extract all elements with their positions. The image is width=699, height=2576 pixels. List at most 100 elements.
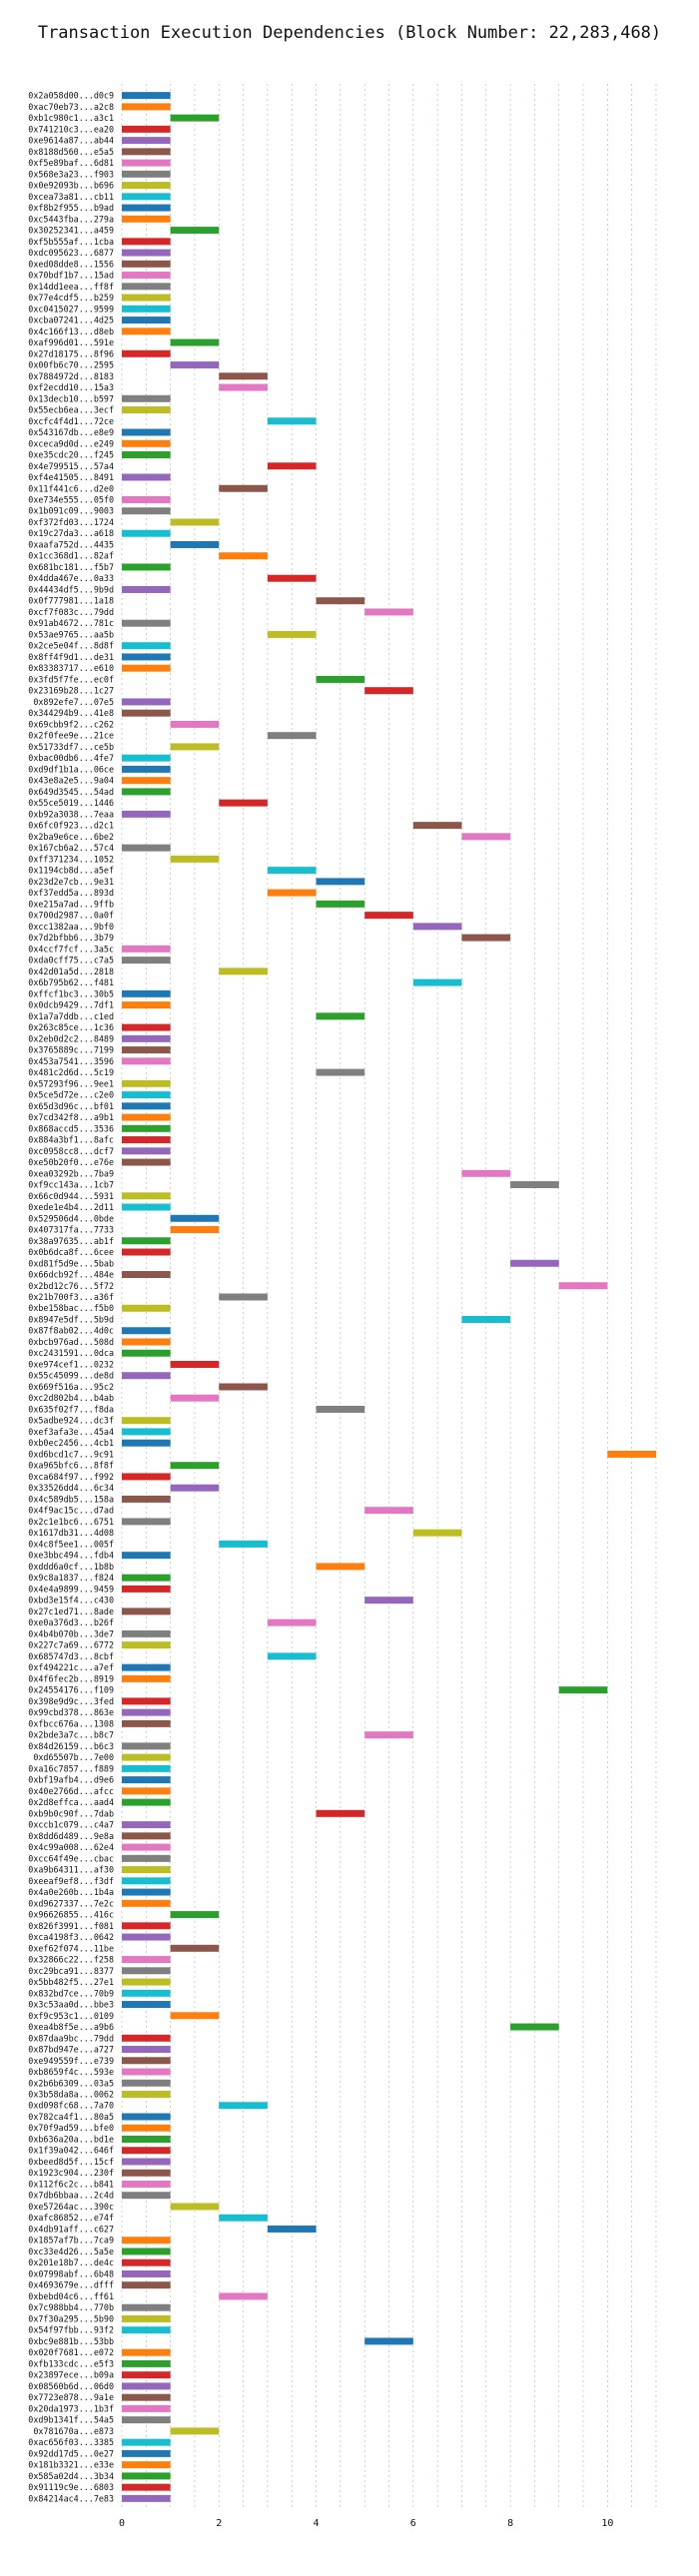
y-tick-label: 0x0e92093b...b696 bbox=[28, 181, 114, 191]
y-tick-label: 0x868accd5...3536 bbox=[28, 1123, 114, 1133]
dependency-bar bbox=[122, 496, 171, 503]
y-tick-label: 0x87bd947e...a727 bbox=[28, 2045, 114, 2055]
dependency-bar bbox=[219, 2214, 268, 2222]
dependency-bar bbox=[122, 1854, 171, 1862]
dependency-bar bbox=[267, 2225, 317, 2233]
y-tick-label: 0x55ce5019...1446 bbox=[28, 798, 114, 808]
y-tick-label: 0x91119c9e...6803 bbox=[28, 2482, 114, 2492]
dependency-bar bbox=[122, 2147, 171, 2155]
dependency-bar bbox=[122, 394, 171, 402]
y-tick-label: 0xcf7f083c...79dd bbox=[28, 607, 114, 617]
dependency-bar bbox=[122, 260, 171, 268]
dependency-bar bbox=[122, 2158, 171, 2166]
dependency-bar bbox=[267, 732, 317, 740]
dependency-bar bbox=[122, 2449, 171, 2457]
y-tick-label: 0x669f516a...95c2 bbox=[28, 1382, 114, 1392]
y-tick-label: 0x700d2987...0a0f bbox=[28, 911, 114, 921]
y-tick-label: 0xe35cdc20...f245 bbox=[28, 450, 114, 460]
y-tick-label: 0x53ae9765...aa5b bbox=[28, 629, 114, 639]
dependency-bar bbox=[122, 844, 171, 852]
y-tick-label: 0x7c988bb4...770b bbox=[28, 2302, 114, 2312]
y-tick-label: 0x40e2766d...afcc bbox=[28, 1786, 114, 1796]
dependency-bar bbox=[122, 2303, 171, 2311]
y-tick-label: 0xa9b64311...af30 bbox=[28, 1865, 114, 1875]
y-tick-label: 0x2ba9e6ce...6be2 bbox=[28, 832, 114, 842]
dependency-bar bbox=[607, 1450, 656, 1458]
dependency-bar bbox=[122, 1843, 171, 1851]
dependency-bar bbox=[170, 1484, 220, 1492]
y-tick-label: 0x3765889c...7199 bbox=[28, 1045, 114, 1055]
dependency-bar bbox=[316, 1809, 365, 1817]
dependency-bar bbox=[122, 1518, 171, 1526]
y-tick-label: 0xa16c7857...f889 bbox=[28, 1763, 114, 1773]
dependency-bar bbox=[510, 1259, 559, 1267]
y-tick-label: 0x55c45099...de8d bbox=[28, 1371, 114, 1381]
y-tick-label: 0x70bdf1b7...15ad bbox=[28, 271, 114, 281]
y-tick-label: 0xe9614a87...ab44 bbox=[28, 136, 114, 146]
dependency-bar bbox=[122, 1877, 171, 1885]
dependency-bar bbox=[122, 1967, 171, 1975]
y-tick-label: 0x7f30a295...5b90 bbox=[28, 2313, 114, 2323]
dependency-bar bbox=[122, 1585, 171, 1593]
dependency-bar bbox=[316, 878, 365, 886]
y-tick-label: 0xf372fd03...1724 bbox=[28, 517, 114, 527]
y-tick-label: 0x2c1e1bc6...6751 bbox=[28, 1517, 114, 1527]
dependency-bar bbox=[122, 103, 171, 111]
y-tick-label: 0xac656f03...3385 bbox=[28, 2437, 114, 2447]
y-tick-label: 0xbf19afb4...d9e6 bbox=[28, 1775, 114, 1785]
dependency-bar bbox=[122, 1428, 171, 1436]
dependency-bar bbox=[122, 1091, 171, 1099]
y-tick-label: 0x27d18175...8f96 bbox=[28, 348, 114, 358]
y-tick-label: 0xca4198f3...0642 bbox=[28, 1932, 114, 1942]
dependency-bar bbox=[170, 2427, 220, 2435]
dependency-bar bbox=[122, 1034, 171, 1042]
dependency-bar bbox=[170, 855, 220, 863]
dependency-bar bbox=[219, 799, 268, 807]
dependency-bar bbox=[122, 1776, 171, 1784]
y-tick-label: 0x07998abf...6b48 bbox=[28, 2268, 114, 2278]
y-tick-label: 0x7884972d...8183 bbox=[28, 371, 114, 381]
dependency-bar bbox=[122, 1821, 171, 1829]
dependency-bar bbox=[267, 417, 317, 425]
y-tick-label: 0x1194cb8d...a5ef bbox=[28, 866, 114, 876]
dependency-bar bbox=[122, 125, 171, 133]
dependency-bar bbox=[122, 1349, 171, 1357]
dependency-bar bbox=[122, 2326, 171, 2334]
dependency-bar bbox=[122, 2281, 171, 2289]
y-tick-label: 0xef62f074...11be bbox=[28, 1943, 114, 1953]
dependency-bar bbox=[122, 92, 171, 100]
y-tick-label: 0x70f9ad59...bfe0 bbox=[28, 2123, 114, 2133]
dependency-bar bbox=[267, 1618, 317, 1626]
y-tick-label: 0x4f9ac15c...d7ad bbox=[28, 1506, 114, 1516]
y-tick-label: 0x263c85ce...1c36 bbox=[28, 1022, 114, 1032]
dependency-bar bbox=[170, 540, 220, 548]
dependency-bar bbox=[122, 788, 171, 796]
dependency-bar bbox=[510, 1181, 559, 1189]
dependency-bar bbox=[122, 1327, 171, 1335]
y-tick-label: 0xff371234...1052 bbox=[28, 854, 114, 864]
dependency-bar bbox=[122, 294, 171, 302]
dependency-bar bbox=[219, 1293, 268, 1301]
y-tick-label: 0x201e18b7...de4c bbox=[28, 2257, 114, 2267]
dependency-bar bbox=[122, 1147, 171, 1155]
dependency-bar bbox=[122, 1697, 171, 1705]
y-tick-label: 0xca684f97...f992 bbox=[28, 1472, 114, 1482]
y-tick-label: 0x2b6b6309...03a5 bbox=[28, 2078, 114, 2088]
y-tick-label: 0xef3afa3e...45a4 bbox=[28, 1427, 114, 1437]
dependency-bar bbox=[122, 1866, 171, 1874]
y-tick-label: 0xcc64f49e...cbac bbox=[28, 1853, 114, 1863]
y-tick-label: 0x5ce5d72e...c2e0 bbox=[28, 1090, 114, 1100]
y-tick-label: 0x741210c3...ea20 bbox=[28, 124, 114, 134]
dependency-bar bbox=[122, 2404, 171, 2412]
y-tick-label: 0x5adbe924...dc3f bbox=[28, 1416, 114, 1426]
dependency-bar bbox=[122, 1956, 171, 1964]
y-tick-label: 0xcfc4f4d1...72ce bbox=[28, 416, 114, 426]
dependency-bar bbox=[122, 204, 171, 212]
y-tick-label: 0xea03292b...7ba9 bbox=[28, 1168, 114, 1178]
dependency-bar bbox=[122, 2057, 171, 2065]
dependency-bar bbox=[122, 2494, 171, 2502]
y-tick-label: 0x57293f96...9ee1 bbox=[28, 1078, 114, 1088]
dependency-bar bbox=[122, 2371, 171, 2379]
dependency-bar bbox=[122, 945, 171, 953]
dependency-bar bbox=[122, 1764, 171, 1772]
